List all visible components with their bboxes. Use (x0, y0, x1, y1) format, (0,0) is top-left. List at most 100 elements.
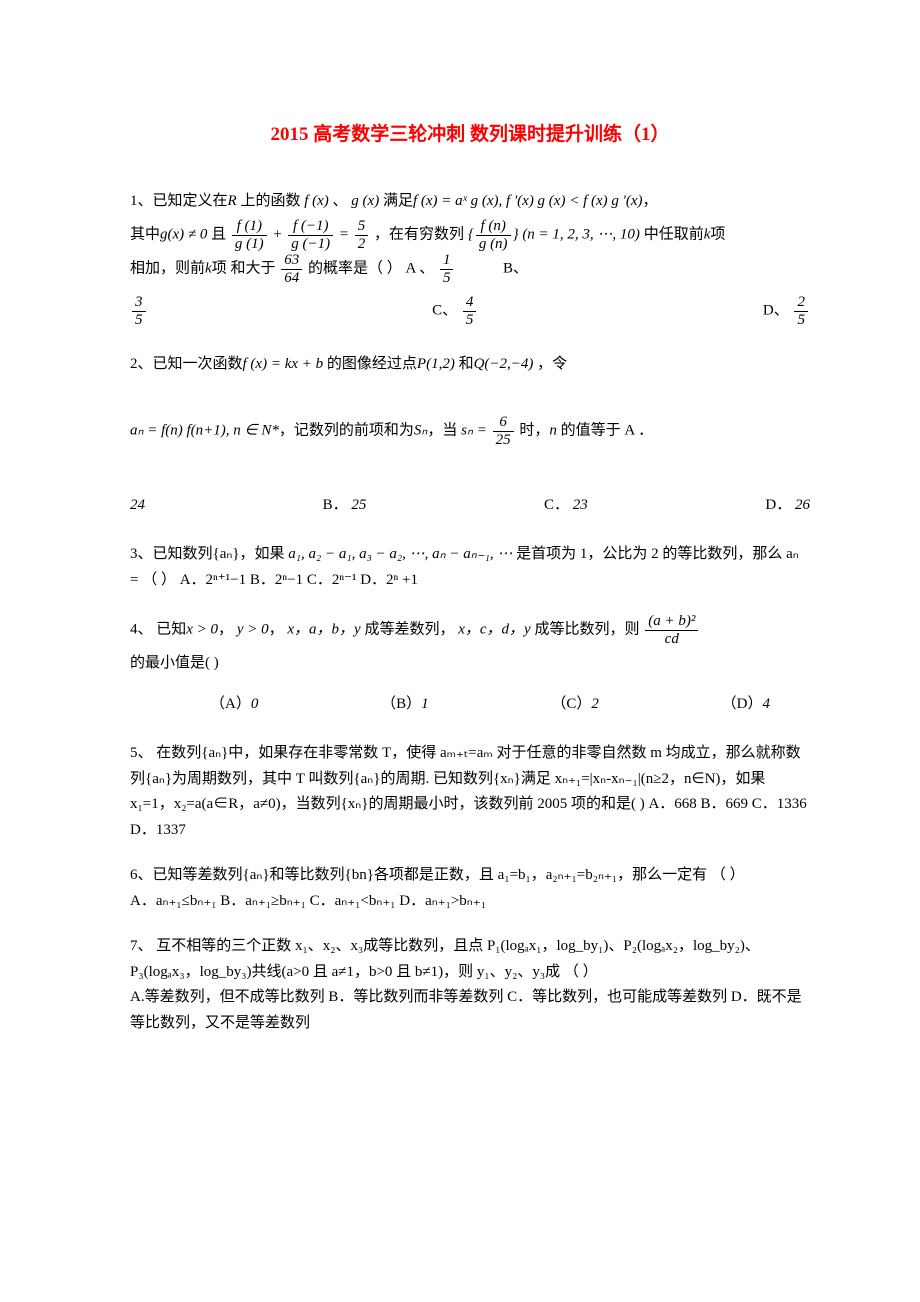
p2-an: aₙ = f(n) f(n+1), n ∈ N* (130, 423, 279, 439)
p4-text: 成等比数列，则 (534, 622, 639, 638)
val: 23 (573, 497, 588, 513)
den: g (n) (476, 236, 511, 253)
den: g (1) (232, 236, 267, 253)
val: 26 (795, 497, 810, 513)
p1-text: 项 和大于 (212, 261, 276, 277)
p4-options: （A）0 （B）1 （C）2 （D）4 (130, 688, 810, 721)
p1-fx: f (x) (300, 193, 332, 209)
p2-text: 和 (459, 356, 474, 372)
p4-xycd: x，c，d，y (458, 622, 530, 638)
p1-brace: } (513, 227, 519, 243)
p1-neq: g(x) ≠ 0 (160, 227, 207, 243)
p4-frac: (a + b)²cd (645, 613, 698, 647)
den: g (−1) (288, 236, 333, 253)
p4-optB: （B）1 (381, 688, 429, 721)
val: 1 (421, 696, 429, 712)
val: 0 (251, 696, 259, 712)
p1-brace: { (468, 227, 474, 243)
p2-text: 的图像经过点 (327, 356, 417, 372)
p1-frac1: f (1)g (1) (232, 218, 267, 252)
label: B． (323, 497, 348, 513)
den: 5 (463, 312, 477, 329)
label: C、 (432, 303, 457, 319)
p4-optD: （D）4 (722, 688, 770, 721)
label: （D） (722, 696, 763, 712)
p1-text: 且 (211, 227, 226, 243)
p2-n: n (549, 423, 557, 439)
p2-frac: 625 (493, 414, 514, 448)
num: 3 (132, 294, 146, 312)
p1-range: (n = 1, 2, 3, ⋯, 10) (522, 227, 640, 243)
p4-text: ， (218, 622, 233, 638)
p1-text: 的概率是（ ） A 、 (308, 261, 434, 277)
p1-frac4: f (n)g (n) (476, 218, 511, 252)
p2-fx: f (x) = kx + b (243, 356, 324, 372)
problem-1: 1、已知定义在R 上的函数 f (x) 、 g (x) 满足f (x) = aˣ… (130, 185, 810, 328)
p1-optA: 15 (440, 252, 454, 286)
p2-optB: B． 25 (323, 489, 367, 522)
p3-seq: a₁, a₂ − a₁, a₃ − a₂, ⋯, aₙ − aₙ₋₁, ⋯ (288, 546, 512, 562)
page-title: 2015 高考数学三轮冲刺 数列课时提升训练（1） (130, 120, 810, 150)
val: 4 (762, 696, 770, 712)
den: 5 (794, 312, 808, 329)
p2-text: ，记数列的前项和为 (279, 423, 414, 439)
p1-eq1: f (x) = aˣ g (x), f '(x) g (x) < f (x) g… (413, 193, 643, 209)
p2-text: 2、已知一次函数 (130, 356, 243, 372)
p1-frac2: f (−1)g (−1) (288, 218, 333, 252)
den: cd (645, 631, 698, 648)
p2-text: 的值等于 A ． (561, 423, 654, 439)
label: （A） (210, 696, 251, 712)
p7-opts: A.等差数列，但不成等比数列 B．等比数列而非等差数列 C．等比数列，也可能成等… (130, 989, 802, 1031)
den: 5 (440, 270, 454, 287)
p4-cond2: y > 0 (237, 622, 269, 638)
p1-text: ，在有穷数列 (374, 227, 464, 243)
num: f (−1) (288, 218, 333, 236)
p2-Q: Q(−2,−4) (474, 356, 534, 372)
num: f (n) (476, 218, 511, 236)
title-text: 2015 高考数学三轮冲刺 数列课时提升训练（1） (270, 124, 669, 145)
p4-xyab: x，a，b，y (287, 622, 360, 638)
p4-optC: （C）2 (551, 688, 599, 721)
p2-text: ，令 (537, 356, 567, 372)
num: 6 (493, 414, 514, 432)
p1-text: 1、已知定义在 (130, 193, 228, 209)
p1-text: 其中 (130, 227, 160, 243)
p1-optC: C、 45 (432, 294, 478, 328)
p1-optB: 35 (132, 294, 146, 328)
label: C． (544, 497, 569, 513)
p4-text: 4、 已知 (130, 622, 186, 638)
problem-7: 7、 互不相等的三个正数 x₁、x₂、x₃成等比数列，且点 P₁(logₐx₁，… (130, 934, 810, 1036)
val: 25 (351, 497, 366, 513)
problem-5: 5、 在数列{aₙ}中，如果存在非零常数 T，使得 aₘ₊ₜ=aₘ 对于任意的非… (130, 741, 810, 843)
p2-Sn: Sₙ (414, 423, 427, 439)
p2-optA: 24 (130, 489, 145, 522)
p1-frac5: 6364 (281, 252, 302, 286)
p1-optB-label: B、 (503, 261, 528, 277)
den: 25 (493, 432, 514, 449)
p1-gx: g (x) (348, 193, 383, 209)
p1-text: ， (643, 193, 658, 209)
p2-sneq: sₙ = (461, 423, 487, 439)
p2-optC: C． 23 (544, 489, 588, 522)
p4-text: ， (269, 622, 284, 638)
num: 63 (281, 252, 302, 270)
p2-options: 24 B． 25 C． 23 D． 26 (130, 489, 810, 522)
p1-options-row: 35 C、 45 D、 25 (130, 294, 810, 328)
p1-optD: D、 25 (763, 294, 810, 328)
den: 64 (281, 270, 302, 287)
p6-text: 6、已知等差数列{aₙ}和等比数列{bn}各项都是正数，且 a₁=b₁，a₂ₙ₊… (130, 867, 745, 883)
problem-2: 2、已知一次函数f (x) = kx + b 的图像经过点P(1,2) 和Q(−… (130, 348, 810, 522)
p1-frac3: 52 (355, 218, 369, 252)
eq: = (339, 227, 349, 243)
num: f (1) (232, 218, 267, 236)
p1-text: 、 (333, 193, 348, 209)
problem-3: 3、已知数列{aₙ}，如果 a₁, a₂ − a₁, a₃ − a₂, ⋯, a… (130, 542, 810, 593)
num: 1 (440, 252, 454, 270)
den: 2 (355, 236, 369, 253)
num: 5 (355, 218, 369, 236)
val: 2 (591, 696, 599, 712)
p1-text: 满足 (383, 193, 413, 209)
p2-text: ，当 (427, 423, 457, 439)
den: 5 (132, 312, 146, 329)
frac: 45 (463, 294, 477, 328)
